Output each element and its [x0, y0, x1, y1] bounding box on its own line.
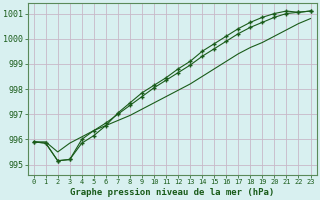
X-axis label: Graphe pression niveau de la mer (hPa): Graphe pression niveau de la mer (hPa) — [70, 188, 274, 197]
